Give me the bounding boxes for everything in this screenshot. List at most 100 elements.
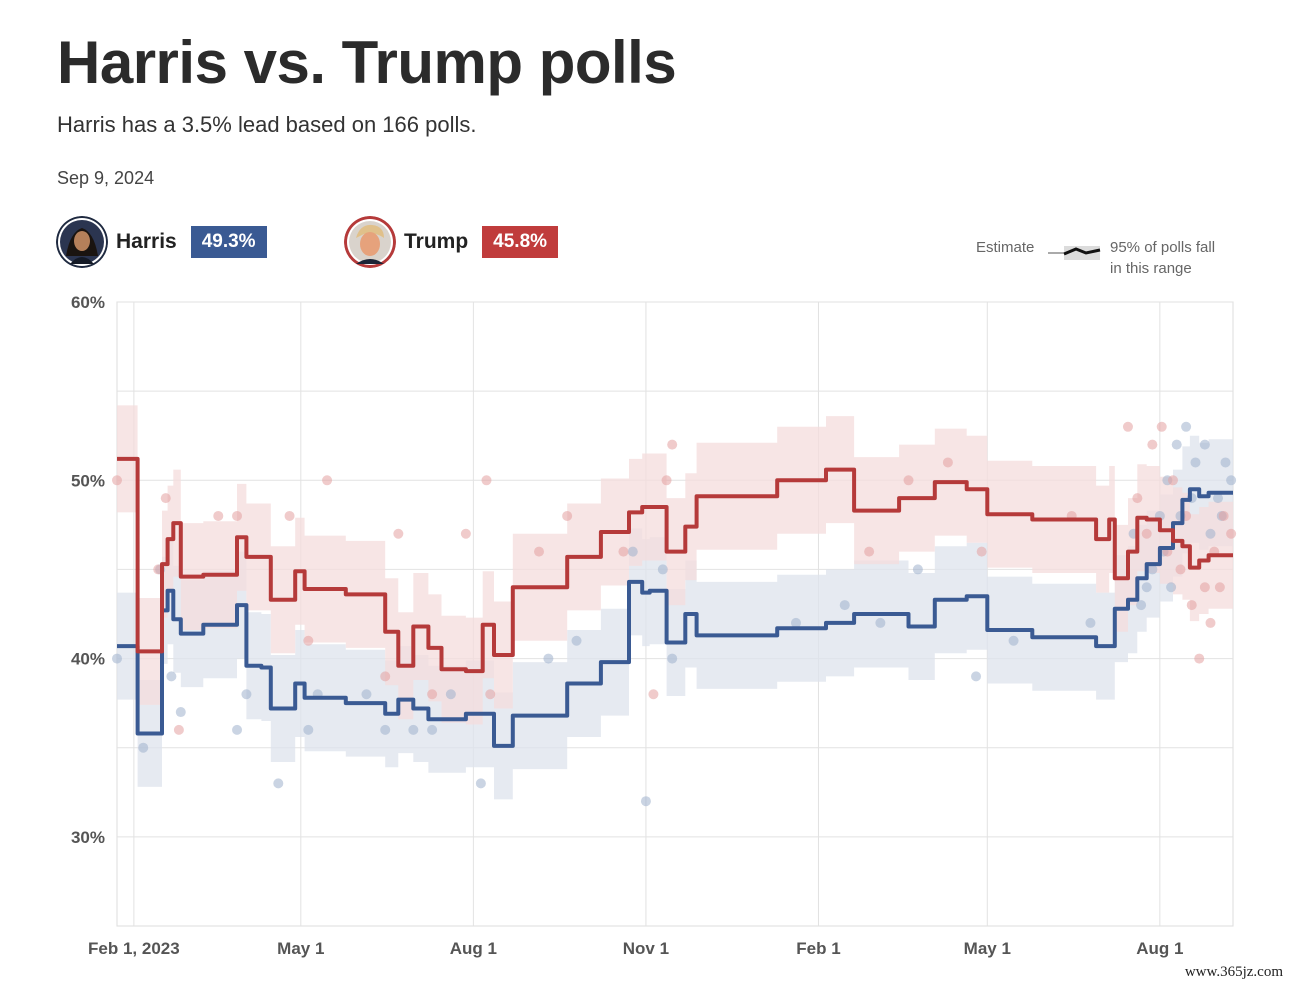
poll-dot-trump [942, 457, 953, 468]
candidate-trump: Trump 45.8% [344, 214, 559, 270]
poll-dot-harris [232, 724, 243, 735]
page-subtitle: Harris has a 3.5% lead based on 166 poll… [57, 112, 477, 137]
poll-dot-trump [485, 689, 496, 700]
harris-avatar [56, 216, 108, 268]
poll-dot-harris [1141, 582, 1152, 593]
poll-dot-harris [1199, 439, 1210, 450]
poll-dot-harris [640, 796, 651, 807]
watermark: www.365jz.com [1184, 964, 1283, 980]
y-tick-label: 50% [71, 471, 105, 490]
poll-dot-harris [303, 724, 314, 735]
poll-dot-harris [912, 564, 923, 575]
poll-dot-trump [903, 475, 914, 486]
poll-dot-trump [322, 475, 333, 486]
poll-dot-harris [241, 689, 252, 700]
poll-dot-trump [303, 635, 314, 646]
poll-dot-harris [1171, 439, 1182, 450]
poll-dot-harris [1136, 600, 1147, 611]
poll-dot-trump [562, 510, 573, 521]
candidate-harris: Harris 49.3% [56, 214, 267, 270]
poll-dot-trump [1194, 653, 1205, 664]
poll-dot-trump [648, 689, 659, 700]
poll-dot-trump [427, 689, 438, 700]
poll-dot-trump [232, 510, 243, 521]
estimate-line-trump [117, 456, 1233, 674]
poll-dot-harris [408, 724, 419, 735]
poll-dot-trump [1214, 582, 1225, 593]
poll-dot-trump [864, 546, 875, 557]
poll-dot-harris [138, 742, 149, 753]
page-title: Harris vs. Trump polls [57, 29, 677, 96]
poll-dot-harris [1008, 635, 1019, 646]
poll-dot-trump [1186, 600, 1197, 611]
poll-dot-trump [1175, 564, 1186, 575]
estimate-line-harris [117, 487, 1233, 748]
poll-dot-harris [427, 724, 438, 735]
date-label: Sep 9, 2024 [57, 168, 155, 188]
poll-dot-trump [1122, 421, 1133, 432]
poll-dot-harris [112, 653, 122, 664]
poll-dot-harris [1166, 582, 1177, 593]
poll-dot-harris [790, 617, 801, 628]
poll-dot-trump [393, 528, 404, 539]
poll-dot-harris [1085, 617, 1096, 628]
poll-dot-harris [175, 707, 186, 718]
poll-dot-harris [875, 617, 886, 628]
poll-dot-harris [361, 689, 372, 700]
poll-dot-trump [460, 528, 471, 539]
poll-dot-harris [273, 778, 284, 789]
poll-dot-harris [445, 689, 456, 700]
poll-dot-harris [571, 635, 582, 646]
poll-dot-harris [1226, 475, 1237, 486]
poll-dot-trump [1199, 582, 1210, 593]
poll-dot-harris [1147, 564, 1158, 575]
poll-dot-trump [667, 439, 678, 450]
poll-dot-harris [380, 724, 391, 735]
x-tick-label: Feb 1 [796, 939, 840, 958]
poll-dot-harris [475, 778, 486, 789]
poll-dot-trump [661, 475, 672, 486]
poll-dot-trump [1141, 528, 1152, 539]
poll-dot-trump [976, 546, 987, 557]
chart-legend: Estimate 95% of polls fall in this range [970, 236, 1250, 280]
legend-range-label-2: in this range [1110, 260, 1192, 277]
poll-dot-harris [543, 653, 554, 664]
legend-estimate-label: Estimate [976, 239, 1035, 256]
poll-dot-trump [213, 510, 224, 521]
poll-dot-trump [534, 546, 545, 557]
x-tick-label: May 1 [277, 939, 324, 958]
poll-dot-trump [173, 724, 184, 735]
x-tick-label: Feb 1, 2023 [88, 939, 180, 958]
x-tick-label: Aug 1 [1136, 939, 1183, 958]
poll-dot-harris [839, 600, 850, 611]
band-harris [117, 435, 1233, 800]
band-trump [117, 405, 1233, 725]
poll-dot-harris [1205, 528, 1216, 539]
poll-dot-trump [160, 493, 171, 504]
poll-dot-trump [1167, 475, 1178, 486]
poll-dot-harris [971, 671, 982, 682]
poll-dot-harris [1220, 457, 1231, 468]
poll-dot-trump [380, 671, 391, 682]
poll-dot-trump [112, 475, 122, 486]
poll-dot-trump [1156, 421, 1167, 432]
poll-dot-trump [284, 510, 295, 521]
trump-value-badge: 45.8% [482, 226, 559, 258]
x-tick-label: Nov 1 [623, 939, 669, 958]
poll-dot-trump [1132, 493, 1143, 504]
legend-range-label-1: 95% of polls fall [1110, 239, 1216, 256]
poll-dot-trump [1205, 617, 1216, 628]
poll-dot-harris [627, 546, 638, 557]
x-tick-label: May 1 [964, 939, 1011, 958]
poll-dot-trump [1226, 528, 1237, 539]
harris-value-badge: 49.3% [190, 226, 267, 258]
poll-dot-harris [166, 671, 177, 682]
poll-dot-harris [1190, 457, 1201, 468]
y-tick-label: 60% [71, 293, 105, 312]
poll-dot-trump [618, 546, 629, 557]
trump-name: Trump [404, 230, 469, 253]
poll-dot-harris [667, 653, 678, 664]
poll-dot-harris [657, 564, 668, 575]
y-tick-label: 40% [71, 650, 105, 669]
